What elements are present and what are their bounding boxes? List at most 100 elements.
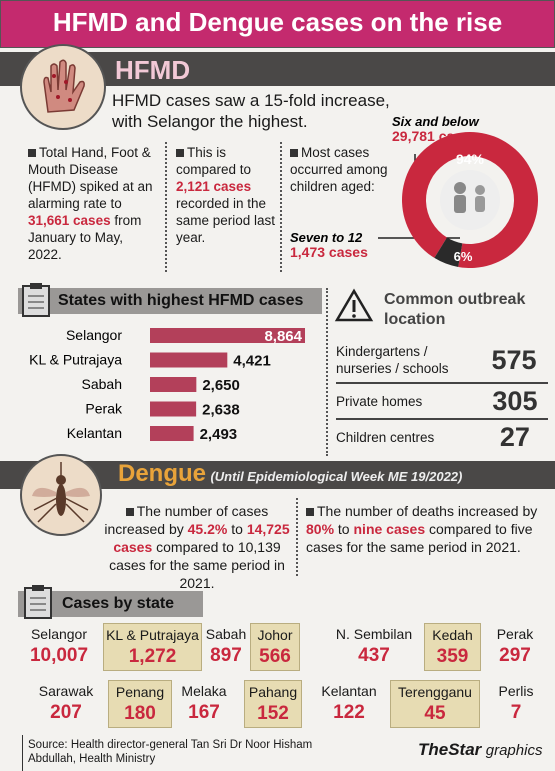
state-value: 1,272 — [128, 646, 177, 667]
state-value: 45 — [424, 703, 446, 724]
state-name: Selangor — [30, 626, 88, 642]
state-value: 180 — [124, 703, 156, 724]
state-value: 359 — [436, 646, 469, 667]
bar — [150, 426, 194, 441]
state-value: 10,007 — [29, 645, 89, 666]
fact-text: The number of deaths increased by — [317, 503, 538, 519]
state-cell: Perak 297 — [490, 623, 540, 669]
state-cell: Pahang 152 — [244, 680, 302, 728]
states-header: States with highest HFMD cases — [18, 288, 322, 314]
dengue-heading: Dengue — [118, 460, 207, 487]
fact: Total Hand, Foot & Mouth Disease (HFMD) … — [28, 144, 160, 263]
value-label: 2,493 — [200, 426, 238, 443]
fact-text: This is compared to — [176, 145, 252, 177]
fact-text: compared to five cases for the same peri… — [306, 521, 533, 555]
outbreak-row: Private homes 305 — [336, 382, 548, 418]
state-name: Melaka — [181, 683, 227, 699]
state-cell: Kedah 359 — [424, 623, 481, 671]
fact-highlight: 45.2% — [187, 521, 228, 537]
state-value: 566 — [259, 646, 291, 667]
fact: Most cases occurred among children aged: — [290, 144, 400, 195]
location-name: Kindergartens / nurseries / schools — [336, 344, 449, 376]
state-cell: KL & Putrajaya 1,272 — [103, 623, 202, 671]
location-name: Children centres — [336, 429, 435, 445]
hfmd-heading: HFMD — [115, 55, 191, 85]
value-label: 2,638 — [202, 402, 240, 419]
fact-text: to — [334, 521, 354, 537]
group-label: Seven to 12 — [290, 230, 363, 245]
state-name: Penang — [115, 684, 165, 700]
fact-text: The number of cases increased by — [104, 503, 269, 537]
fact-highlight: 80% — [306, 521, 335, 537]
state-cell: Johor 566 — [250, 623, 300, 671]
outbreak-title: Common outbreak location — [384, 291, 526, 328]
bar — [150, 377, 197, 392]
fact-text: from January to May, 2022. — [28, 213, 142, 262]
value-label: 2,650 — [202, 377, 240, 394]
state-cell: Terengganu 45 — [390, 680, 480, 728]
source: Source: Health director-general Tan Sri … — [28, 739, 313, 765]
state-cell: Sarawak 207 — [30, 680, 102, 726]
dengue-header: Dengue (Until Epidemiological Week ME 19… — [118, 460, 462, 488]
state-name: Terengganu — [398, 684, 472, 700]
fact-highlight: 14,725 cases — [113, 521, 290, 555]
states-title: States with highest HFMD cases — [18, 288, 322, 314]
state-cell: Selangor 10,007 — [22, 623, 96, 669]
donut-label: 94% — [456, 151, 485, 167]
category-label: KL & Putrajaya — [29, 352, 122, 368]
state-cell: Sabah 897 — [204, 623, 248, 669]
location-name: Private homes — [336, 393, 423, 409]
category-label: Selangor — [66, 327, 122, 343]
brand-name: TheStar — [418, 740, 482, 759]
mosquito-icon — [20, 454, 102, 536]
state-cell: Perlis 7 — [492, 680, 540, 726]
state-name: Kedah — [432, 627, 473, 643]
group-label: Six and below — [392, 114, 480, 129]
clipboard-icon — [24, 585, 52, 619]
hand-icon — [20, 44, 106, 130]
category-label: Perak — [85, 401, 123, 417]
state-value: 297 — [499, 645, 531, 666]
state-cell: N. Sembilan 437 — [330, 623, 418, 669]
state-value: 122 — [333, 702, 365, 723]
group-cases: 29,781 cases — [392, 128, 478, 144]
separator — [296, 498, 298, 576]
state-name: N. Sembilan — [335, 626, 413, 642]
state-value: 7 — [510, 702, 522, 723]
state-value: 207 — [50, 702, 82, 723]
state-name: KL & Putrajaya — [106, 627, 199, 643]
donut-segment — [402, 132, 538, 268]
hfmd-summary: HFMD cases saw a 15-fold increase, with … — [112, 91, 390, 131]
state-value: 167 — [188, 702, 220, 723]
state-name: Kelantan — [321, 683, 377, 699]
dengue-note: (Until Epidemiological Week ME 19/2022) — [210, 469, 463, 484]
states-bar-chart: Selangor 8,864 KL & Putrajaya 4,421 Sabah 2,6… — [29, 327, 305, 443]
fact-highlight: 2,121 cases — [176, 179, 252, 194]
location-value: 305 — [492, 385, 538, 416]
outbreak-list: Kindergartens / nurseries / schools 575 Pr… — [336, 338, 548, 454]
location-value: 575 — [491, 344, 537, 375]
bar — [150, 328, 305, 343]
fact-highlight: nine cases — [353, 521, 426, 537]
fact-text: Total Hand, Foot & Mouth Disease (HFMD) … — [28, 145, 153, 211]
fact-highlight: 31,661 cases — [28, 213, 111, 228]
warning-icon — [334, 288, 374, 322]
donut-label: 6% — [454, 249, 473, 264]
state-name: Johor — [257, 627, 293, 643]
category-label: Sabah — [82, 376, 122, 392]
state-value: 152 — [257, 703, 289, 724]
fact: The number of deaths increased by 80% to… — [306, 502, 548, 556]
fact-text: recorded in the same period last year. — [176, 196, 276, 245]
location-value: 27 — [499, 421, 530, 452]
separator — [326, 288, 328, 456]
fact-text: Most cases occurred among children aged: — [290, 145, 388, 194]
state-name: Sabah — [205, 626, 247, 642]
state-name: Perak — [496, 626, 534, 642]
value-label: 8,864 — [264, 328, 302, 345]
brand: TheStar graphics — [418, 740, 542, 760]
clipboard-icon — [22, 283, 50, 317]
fact-text: to — [227, 521, 247, 537]
separator — [165, 142, 167, 272]
